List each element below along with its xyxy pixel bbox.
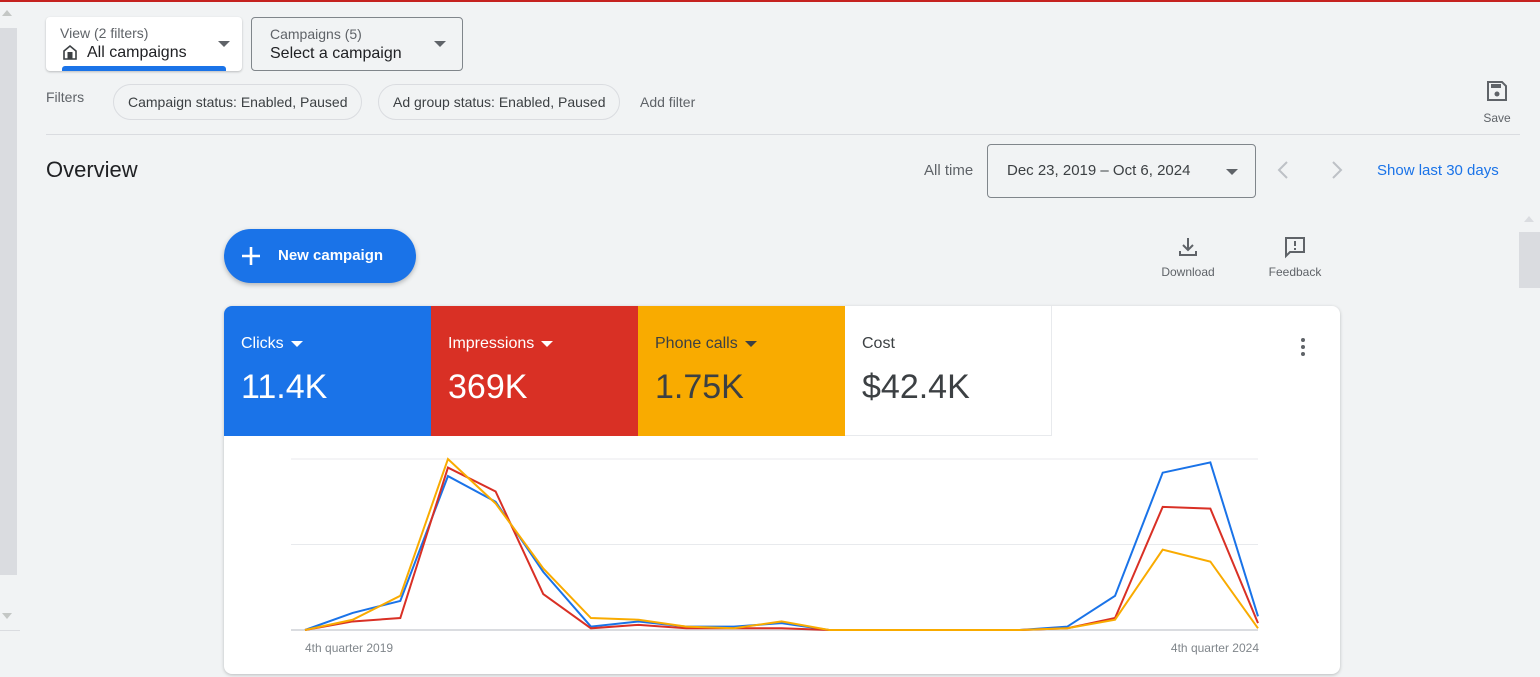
scroll-down-icon[interactable]: [2, 613, 12, 619]
more-vert-icon[interactable]: [1296, 336, 1310, 358]
divider: [46, 134, 1520, 135]
feedback-button[interactable]: Feedback: [1260, 235, 1330, 279]
selected-indicator: [62, 66, 226, 71]
download-button[interactable]: Download: [1153, 235, 1223, 279]
range-label: All time: [924, 162, 974, 179]
scroll-up-icon[interactable]: [2, 10, 12, 16]
chevron-down-icon: [434, 41, 446, 47]
filter-chip-campaign-status[interactable]: Campaign status: Enabled, Paused: [113, 84, 363, 120]
chevron-down-icon: [1226, 169, 1238, 175]
caret-down-icon: [541, 340, 554, 347]
caret-down-icon: [290, 340, 303, 347]
chevron-down-icon: [218, 41, 230, 47]
performance-card: Clicks 11.4K Impressions 369K Phone call…: [224, 306, 1340, 674]
plus-icon: [242, 247, 260, 265]
save-button[interactable]: Save: [1472, 79, 1522, 125]
download-icon: [1179, 238, 1197, 256]
right-scrollbar[interactable]: [1519, 232, 1540, 288]
filters-label: Filters: [46, 89, 85, 105]
scroll-up-icon[interactable]: [1524, 216, 1534, 222]
campaign-selector[interactable]: Campaigns (5) Select a campaign: [251, 17, 463, 71]
divider: [0, 630, 20, 631]
new-campaign-button[interactable]: New campaign: [224, 229, 416, 283]
metric-clicks[interactable]: Clicks 11.4K: [224, 306, 431, 436]
series-line-impressions: [304, 466, 1259, 631]
home-icon: [63, 44, 77, 60]
caret-down-icon: [744, 340, 757, 347]
metric-phone-calls[interactable]: Phone calls 1.75K: [638, 306, 845, 436]
date-range-picker[interactable]: Dec 23, 2019 – Oct 6, 2024: [987, 144, 1256, 198]
save-icon: [1487, 81, 1507, 101]
chevron-right-icon[interactable]: [1330, 160, 1344, 180]
line-chart: [291, 457, 1259, 631]
view-selector[interactable]: View (2 filters) All campaigns: [46, 17, 242, 71]
page-title: Overview: [46, 157, 138, 182]
filter-chip-ad-group-status[interactable]: Ad group status: Enabled, Paused: [378, 84, 621, 120]
metric-impressions[interactable]: Impressions 369K: [431, 306, 638, 436]
x-tick-label: 4th quarter 2024: [1170, 641, 1259, 655]
left-scrollbar[interactable]: [0, 28, 17, 575]
series-line-phone-calls: [304, 457, 1259, 631]
series-line-clicks: [304, 461, 1259, 631]
x-tick-label: 4th quarter 2019: [305, 641, 394, 655]
chevron-left-icon[interactable]: [1276, 160, 1290, 180]
add-filter-button[interactable]: Add filter: [640, 94, 696, 110]
feedback-icon: [1285, 237, 1305, 259]
metric-cost[interactable]: Cost $42.4K: [845, 306, 1052, 436]
top-border: [0, 0, 1540, 2]
show-last-30-days-link[interactable]: Show last 30 days: [1377, 162, 1499, 179]
